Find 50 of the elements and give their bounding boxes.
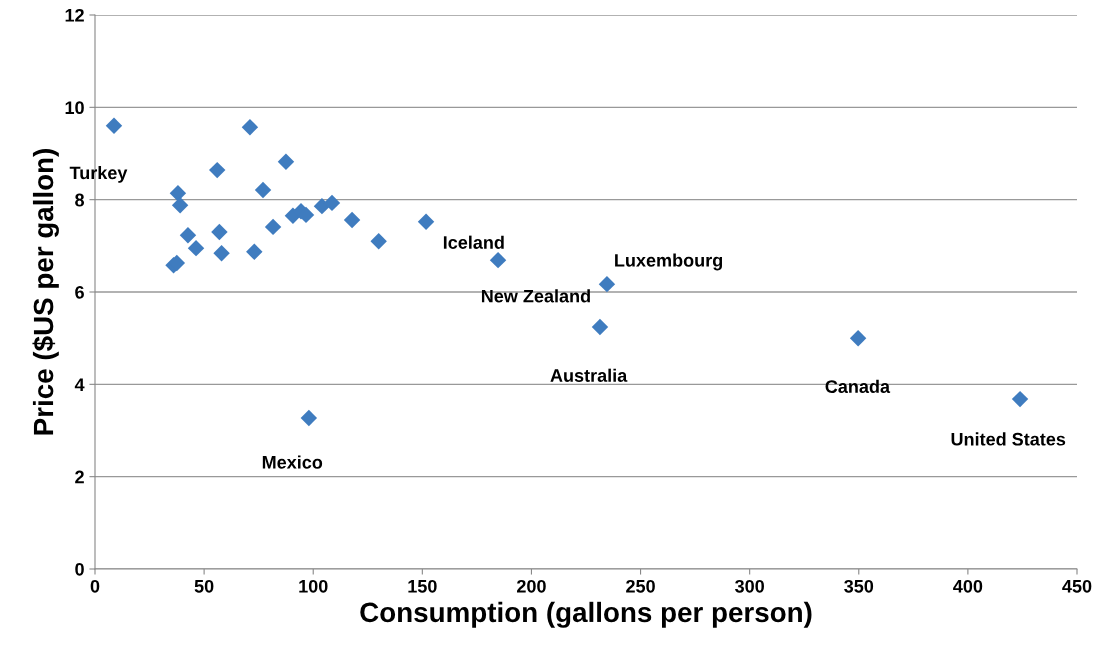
point	[213, 245, 230, 262]
x-tick-label: 150	[408, 579, 437, 593]
point	[370, 233, 387, 250]
point	[211, 223, 228, 241]
x-tick-label: 300	[735, 579, 764, 593]
y-tick-label: 8	[75, 193, 85, 207]
y-tick-label: 12	[65, 8, 84, 22]
y-axis-title: Price ($US per gallon)	[32, 149, 59, 435]
annotation: United States	[951, 432, 1066, 446]
y-tick-label: 6	[75, 285, 84, 299]
annotation: Mexico	[262, 455, 323, 469]
x-tick-label: 400	[953, 579, 983, 593]
annotation: Canada	[825, 379, 891, 394]
x-tick-label: 200	[517, 579, 546, 593]
x-tick-label: 50	[194, 579, 214, 593]
y-tick-label: 4	[74, 378, 85, 391]
point	[849, 329, 867, 347]
y-tick-label: 0	[75, 562, 84, 576]
annotation: Luxembourg	[615, 253, 723, 271]
point	[300, 409, 318, 427]
point	[179, 227, 197, 244]
point	[489, 251, 507, 269]
annotation: New Zealand	[481, 289, 590, 303]
x-tick-label: 250	[626, 579, 655, 593]
x-tick-label: 350	[844, 579, 874, 593]
point	[417, 213, 435, 231]
annotation: Iceland	[443, 235, 504, 249]
annotation: Turkey	[69, 166, 128, 183]
point	[277, 153, 295, 171]
point	[105, 117, 123, 135]
point	[171, 196, 189, 214]
point	[169, 184, 187, 202]
x-tick-label: 100	[299, 579, 328, 593]
point	[264, 218, 282, 236]
x-axis-title: Consumption (gallons per person)	[360, 601, 812, 628]
point	[241, 118, 259, 136]
annotation: Australia	[550, 368, 628, 382]
point	[598, 275, 616, 293]
point	[1011, 390, 1029, 408]
point	[343, 211, 361, 229]
point	[254, 181, 272, 199]
point	[323, 194, 341, 212]
point	[246, 243, 263, 261]
point	[187, 239, 205, 257]
y-tick-label: 10	[65, 101, 84, 115]
x-tick-label: 0	[90, 579, 100, 593]
x-tick-label: 450	[1062, 579, 1092, 593]
point	[208, 161, 226, 179]
y-tick-label: 2	[75, 470, 84, 484]
point	[591, 318, 609, 336]
